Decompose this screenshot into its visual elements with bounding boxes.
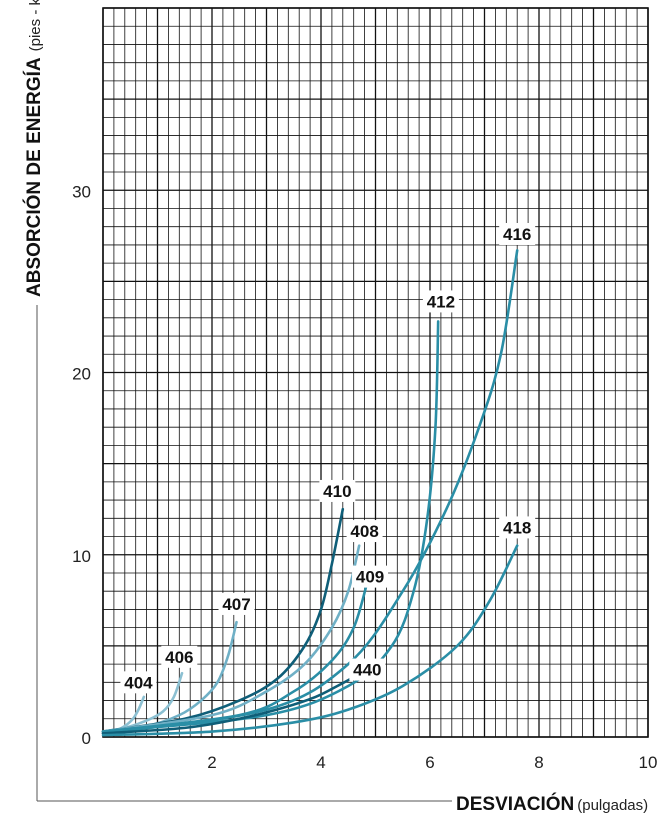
curve-label-404: 404	[124, 673, 153, 692]
curve-410	[101, 507, 345, 733]
curve-label-bg-408	[346, 520, 383, 543]
curve-label-408: 408	[350, 522, 378, 541]
x-tick-label: 10	[639, 753, 658, 772]
curve-412	[101, 320, 440, 733]
curve-label-bg-407	[218, 592, 255, 615]
curve-label-bg-416	[499, 222, 536, 245]
curve-label-bg-406	[161, 645, 198, 668]
curve-440	[101, 677, 353, 735]
curve-label-bg-418	[499, 516, 536, 539]
x-tick-label: 4	[316, 753, 325, 772]
curve-label-410: 410	[323, 482, 351, 501]
curve-label-bg-440	[349, 658, 386, 681]
x-axis-unit: (pulgadas)	[577, 797, 648, 814]
chart-grid	[102, 7, 649, 738]
curve-418	[101, 544, 519, 737]
y-tick-label: 10	[72, 547, 91, 566]
y-axis-unit: (pies - kips)	[27, 0, 44, 51]
curve-label-418: 418	[503, 518, 531, 537]
y-axis-label: ABSORCIÓN DE ENERGÍA	[23, 57, 45, 297]
curve-label-416: 416	[503, 225, 531, 244]
chart-curves	[101, 249, 519, 737]
x-axis-title: DESVIACIÓN (pulgadas)	[456, 793, 648, 815]
curve-label-bg-404	[120, 671, 157, 694]
x-tick-label: 2	[207, 753, 216, 772]
curve-label-406: 406	[165, 648, 193, 667]
y-tick-label: 20	[72, 365, 91, 384]
axis-ticks: 2 4 6 8 10 0 10 20 30	[72, 182, 657, 772]
curve-label-412: 412	[427, 292, 455, 311]
y-tick-label: 0	[82, 729, 91, 748]
x-tick-label: 6	[425, 753, 434, 772]
curve-408	[101, 544, 361, 733]
curve-label-440: 440	[353, 661, 381, 680]
curve-label-bg-409	[352, 565, 389, 588]
curve-label-bg-412	[422, 290, 459, 313]
x-axis-label: DESVIACIÓN	[456, 793, 574, 815]
x-tick-label: 8	[534, 753, 543, 772]
curve-labels: 404 406 407 410 408 409 412 416 440 418	[120, 222, 536, 694]
curve-label-409: 409	[356, 568, 384, 587]
y-tick-label: 30	[72, 182, 91, 201]
curve-label-bg-410	[319, 479, 356, 502]
y-axis-title: ABSORCIÓN DE ENERGÍA (pies - kips)	[23, 0, 45, 297]
curve-416	[101, 249, 519, 735]
curve-label-407: 407	[222, 595, 250, 614]
